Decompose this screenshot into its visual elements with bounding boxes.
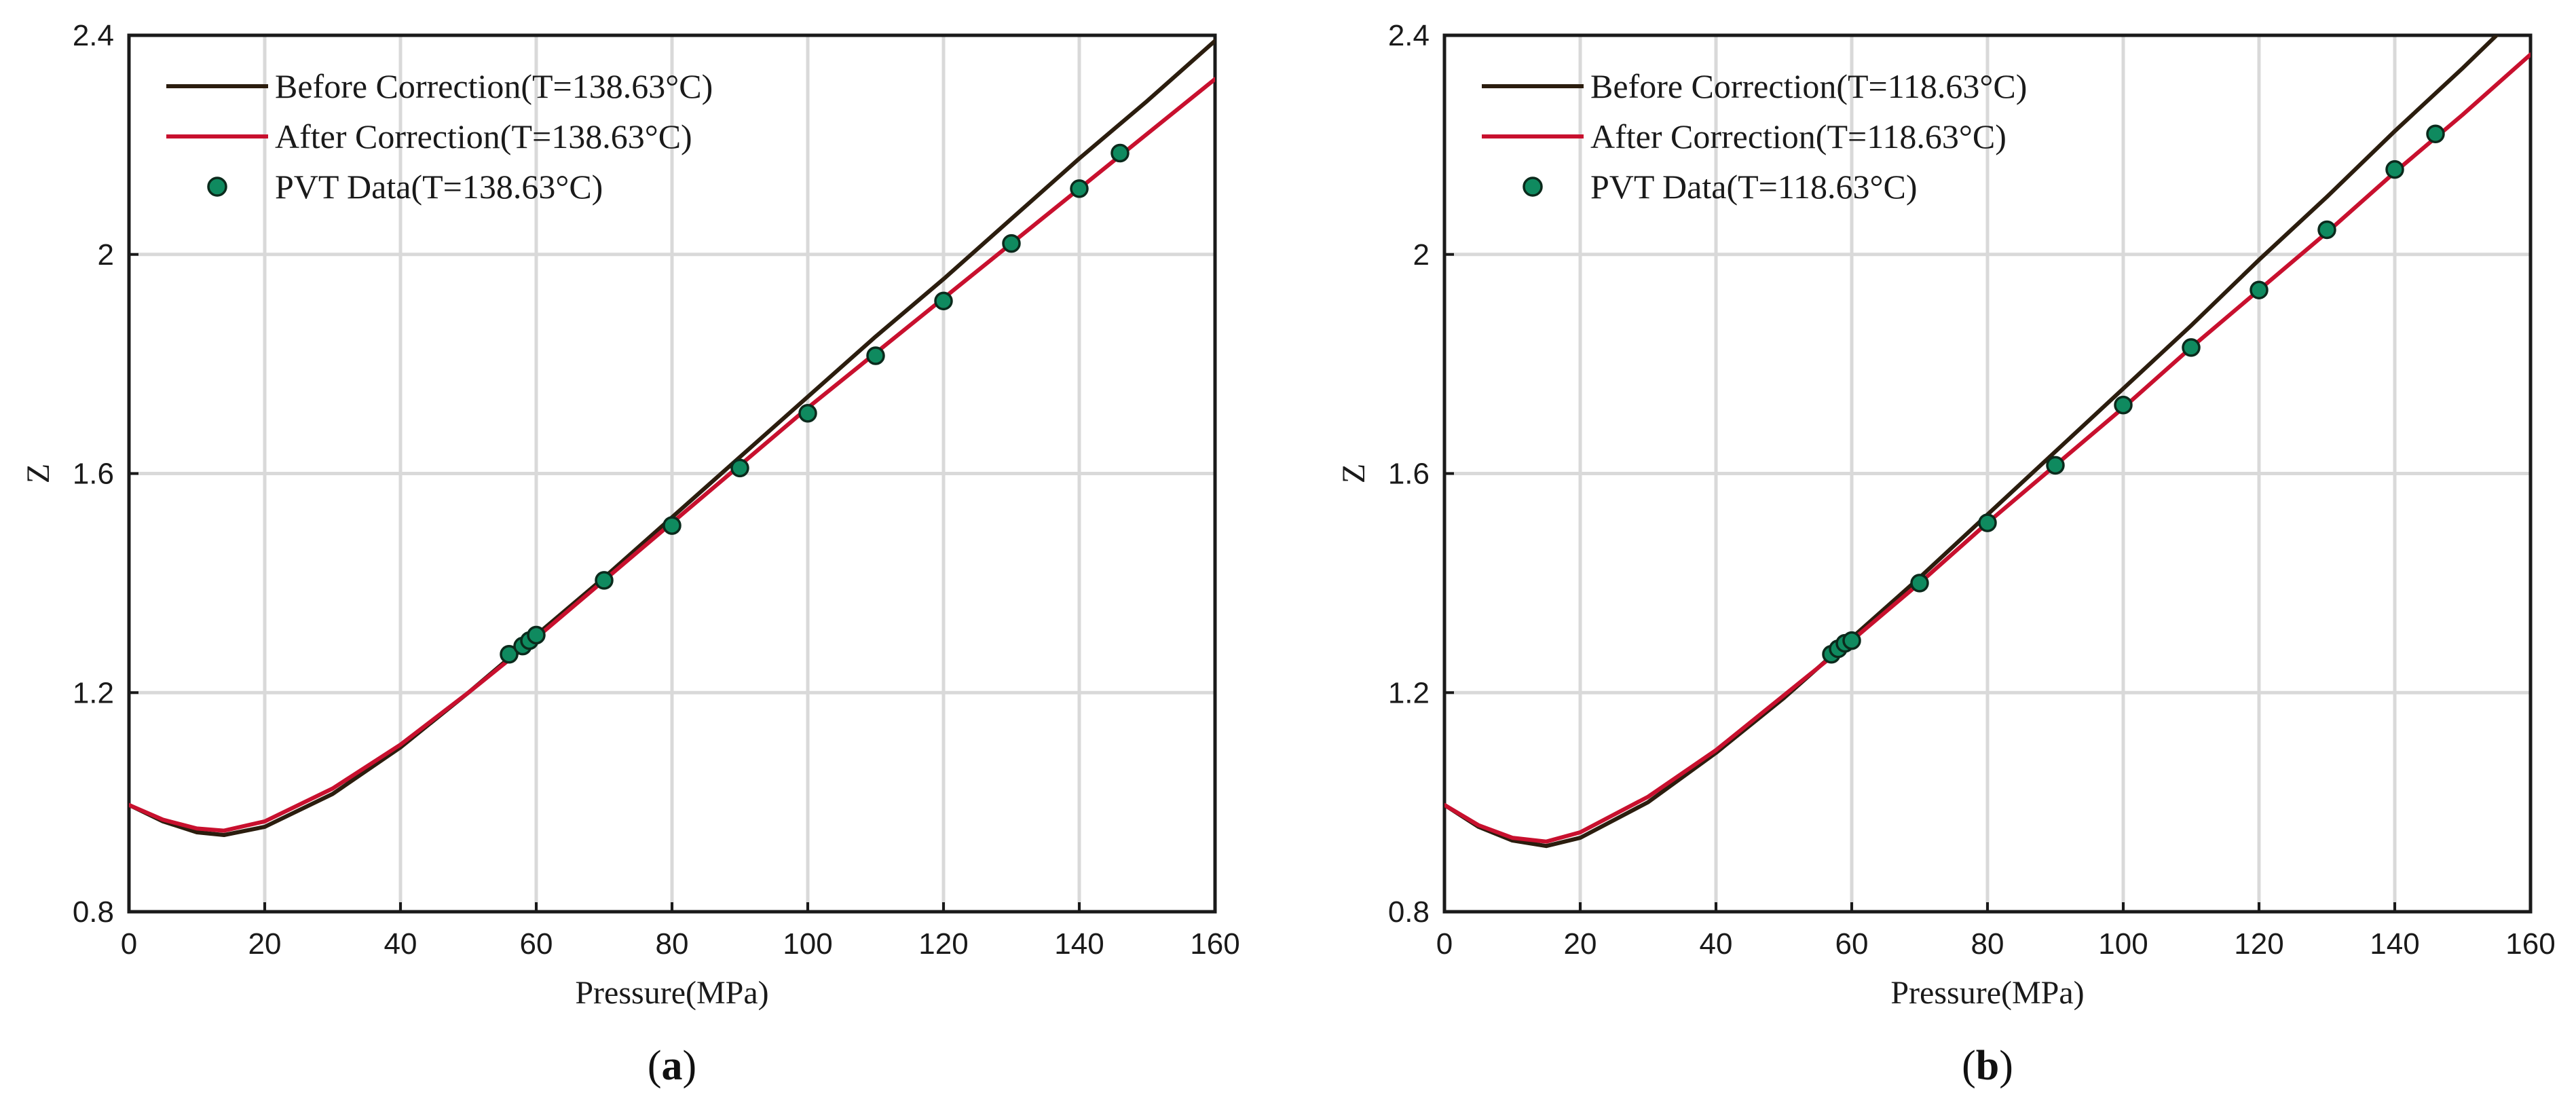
legend-entry-label: After Correction(T=118.63°C) bbox=[1590, 117, 2006, 155]
x-tick-label: 60 bbox=[1835, 927, 1869, 961]
x-tick-label: 0 bbox=[1436, 927, 1453, 961]
x-tick-label: 100 bbox=[783, 927, 832, 961]
y-tick-label: 0.8 bbox=[1388, 895, 1430, 929]
panel-label: (b) bbox=[1962, 1043, 2013, 1089]
pvt-data-point bbox=[2317, 220, 2336, 240]
panel-label: (a) bbox=[648, 1043, 696, 1089]
legend-entry-label: PVT Data(T=138.63°C) bbox=[275, 168, 603, 206]
legend-entry-label: Before Correction(T=118.63°C) bbox=[1590, 67, 2027, 105]
pvt-data-point bbox=[1002, 234, 1021, 253]
panel-label-open: ( bbox=[648, 1043, 662, 1089]
x-tick-label: 160 bbox=[2505, 927, 2555, 961]
y-tick-label: 2 bbox=[1413, 238, 1430, 272]
y-tick-label: 2.4 bbox=[1388, 19, 1430, 52]
pvt-data-point bbox=[2250, 280, 2269, 299]
pvt-data-point bbox=[1978, 513, 1997, 532]
pvt-data-point bbox=[934, 291, 953, 311]
y-axis-label: Z bbox=[20, 464, 56, 483]
x-tick-label: 80 bbox=[1971, 927, 2004, 961]
x-tick-label: 80 bbox=[656, 927, 689, 961]
legend-entry-label: PVT Data(T=118.63°C) bbox=[1590, 168, 1917, 206]
chart-panel-b: 0 20 40 60 80 100 120 140 160 0.8 1.2 1.6 2 2.4 Pressu… bbox=[1336, 19, 2556, 1089]
pvt-data-point bbox=[2114, 395, 2133, 415]
pvt-data-point bbox=[662, 516, 682, 535]
x-tick-label: 40 bbox=[384, 927, 417, 961]
panel-label-close: ) bbox=[683, 1043, 697, 1089]
y-tick-label: 2 bbox=[98, 238, 114, 272]
x-tick-label: 60 bbox=[520, 927, 553, 961]
pvt-data-point bbox=[500, 645, 519, 664]
pvt-data-point bbox=[2385, 160, 2404, 179]
pvt-data-point bbox=[1070, 179, 1089, 198]
legend-entry-label: After Correction(T=138.63°C) bbox=[275, 117, 692, 155]
pvt-data-point bbox=[1910, 574, 1929, 593]
pvt-data-point bbox=[2046, 456, 2065, 475]
pvt-data-point bbox=[595, 571, 614, 590]
x-axis-label: Pressure(MPa) bbox=[575, 975, 768, 1011]
chart-panel-a: 0 20 40 60 80 100 120 140 160 0.8 1.2 1.6 2 2.4 Pressu… bbox=[20, 19, 1240, 1089]
y-tick-label: 2.4 bbox=[73, 19, 114, 52]
legend-entry-label: Before Correction(T=138.63°C) bbox=[275, 67, 713, 105]
panel-label-close: ) bbox=[1999, 1043, 2013, 1089]
pvt-data-point bbox=[1110, 143, 1130, 163]
panel-label-open: ( bbox=[1962, 1043, 1976, 1089]
legend-swatch-marker bbox=[207, 177, 227, 197]
x-tick-label: 160 bbox=[1190, 927, 1239, 961]
panel-label-letter: b bbox=[1976, 1043, 1999, 1089]
x-tick-label: 100 bbox=[2098, 927, 2148, 961]
x-tick-label: 140 bbox=[1054, 927, 1104, 961]
y-tick-label: 1.6 bbox=[1388, 458, 1430, 491]
panel-label-letter: a bbox=[662, 1043, 683, 1089]
pvt-data-point bbox=[2426, 124, 2445, 143]
x-tick-label: 20 bbox=[1564, 927, 1597, 961]
x-tick-label: 40 bbox=[1700, 927, 1733, 961]
x-axis-label: Pressure(MPa) bbox=[1890, 975, 2084, 1011]
pvt-data-point bbox=[2182, 338, 2201, 357]
x-tick-label: 140 bbox=[2370, 927, 2419, 961]
y-tick-label: 1.2 bbox=[1388, 676, 1430, 709]
x-tick-label: 120 bbox=[918, 927, 968, 961]
pvt-data-point bbox=[866, 346, 885, 365]
x-tick-label: 0 bbox=[121, 927, 137, 961]
legend-swatch-marker bbox=[1523, 177, 1543, 197]
x-tick-label: 120 bbox=[2234, 927, 2283, 961]
pvt-data-point bbox=[730, 458, 749, 478]
pvt-data-point bbox=[1842, 631, 1861, 650]
y-tick-label: 0.8 bbox=[73, 895, 114, 929]
pvt-data-point bbox=[798, 403, 817, 423]
series-line-before-correction bbox=[1444, 35, 2499, 849]
pvt-data-point bbox=[527, 625, 546, 645]
y-tick-label: 1.6 bbox=[73, 458, 114, 491]
y-tick-label: 1.2 bbox=[73, 676, 114, 709]
x-tick-label: 20 bbox=[248, 927, 282, 961]
y-axis-label: Z bbox=[1336, 464, 1372, 483]
